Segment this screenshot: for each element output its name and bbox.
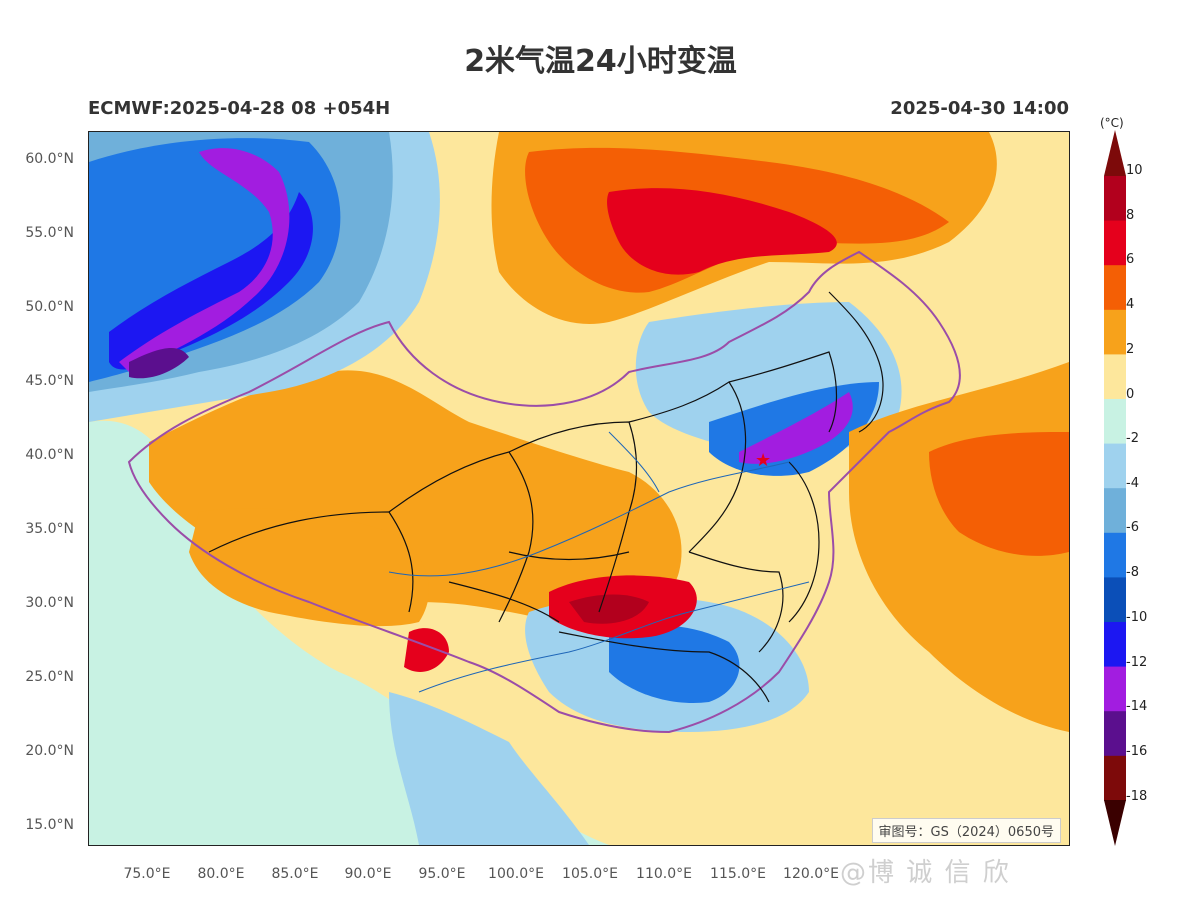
colorbar-label-2: 2 bbox=[1126, 342, 1135, 357]
warm-region-tibet bbox=[189, 508, 429, 627]
cool-region-southwest-blue bbox=[389, 692, 589, 845]
province-borders bbox=[208, 291, 884, 703]
lat-tick-label: 20.0°N bbox=[25, 743, 74, 759]
lat-tick-label: 25.0°N bbox=[25, 669, 74, 685]
cold-core-beijing bbox=[739, 392, 853, 464]
colorbar-label-neg8: -8 bbox=[1126, 565, 1139, 580]
lon-tick-label: 120.0°E bbox=[783, 866, 839, 882]
colorbar-label-neg16: -16 bbox=[1126, 744, 1148, 759]
colorbar-label-neg12: -12 bbox=[1126, 655, 1148, 670]
colorbar-segment bbox=[1104, 443, 1126, 489]
lon-tick-label: 85.0°E bbox=[271, 866, 319, 882]
map-canvas: ★ bbox=[89, 132, 1069, 845]
colorbar-segment bbox=[1104, 354, 1126, 400]
lat-tick-label: 50.0°N bbox=[25, 299, 74, 315]
lon-tick-label: 80.0°E bbox=[197, 866, 245, 882]
lat-tick-label: 60.0°N bbox=[25, 151, 74, 167]
rivers bbox=[388, 431, 810, 693]
colorbar-segment bbox=[1104, 666, 1126, 712]
lat-tick-label: 45.0°N bbox=[25, 373, 74, 389]
colorbar-label-4: 4 bbox=[1126, 297, 1135, 312]
colorbar bbox=[1104, 130, 1126, 846]
colorbar-label-neg6: -6 bbox=[1126, 520, 1139, 535]
lat-tick-label: 30.0°N bbox=[25, 595, 74, 611]
lon-tick-label: 95.0°E bbox=[418, 866, 466, 882]
model-run-label: ECMWF:2025-04-28 08 +054H bbox=[88, 98, 391, 119]
colorbar-segment bbox=[1104, 309, 1126, 355]
colorbar-segment bbox=[1104, 577, 1126, 623]
colorbar-segment bbox=[1104, 220, 1126, 266]
colorbar-unit: (°C) bbox=[1100, 116, 1124, 130]
colorbar-top-arrow bbox=[1104, 130, 1126, 176]
hottest-spot-sichuan bbox=[569, 594, 649, 624]
colorbar-label-neg18: -18 bbox=[1126, 789, 1148, 804]
colorbar-segment bbox=[1104, 399, 1126, 445]
lon-tick-label: 115.0°E bbox=[710, 866, 766, 882]
colorbar-segment bbox=[1104, 265, 1126, 311]
cold-region-south-china bbox=[609, 625, 740, 703]
colorbar-label-neg14: -14 bbox=[1126, 699, 1148, 714]
lon-tick-label: 105.0°E bbox=[562, 866, 618, 882]
map-approval-number: 审图号：GS（2024）0650号 bbox=[871, 818, 1061, 843]
hotter-region-north bbox=[607, 188, 837, 275]
lat-tick-label: 15.0°N bbox=[25, 817, 74, 833]
colorbar-label-10: 10 bbox=[1126, 163, 1143, 178]
colorbar-label-0: 0 bbox=[1126, 387, 1135, 402]
colorbar-segment bbox=[1104, 711, 1126, 757]
lon-tick-label: 75.0°E bbox=[123, 866, 171, 882]
lon-tick-label: 100.0°E bbox=[488, 866, 544, 882]
colorbar-label-neg2: -2 bbox=[1126, 431, 1139, 446]
colorbar-segment bbox=[1104, 622, 1126, 668]
colorbar-label-neg4: -4 bbox=[1126, 476, 1139, 491]
colorbar-segment bbox=[1104, 532, 1126, 578]
colorbar-label-8: 8 bbox=[1126, 208, 1135, 223]
watermark: @博 诚 信 欣 bbox=[840, 858, 1011, 888]
colorbar-label-neg10: -10 bbox=[1126, 610, 1148, 625]
lon-tick-label: 90.0°E bbox=[344, 866, 392, 882]
hot-spot-south-tibet bbox=[404, 628, 449, 672]
extreme-cold-core-northwest bbox=[119, 148, 290, 372]
very-cold-core-northwest bbox=[109, 192, 313, 370]
lat-tick-label: 55.0°N bbox=[25, 225, 74, 241]
colorbar-segment bbox=[1104, 755, 1126, 801]
cool-region-southwest bbox=[89, 420, 609, 845]
colorbar-label-6: 6 bbox=[1126, 252, 1135, 267]
map-title: 2米气温24小时变温 bbox=[464, 44, 737, 79]
colorbar-bottom-arrow bbox=[1104, 800, 1126, 846]
colorbar-segment bbox=[1104, 176, 1126, 222]
beijing-marker-icon: ★ bbox=[755, 450, 771, 471]
lat-tick-label: 40.0°N bbox=[25, 447, 74, 463]
hot-region-east bbox=[929, 432, 1069, 556]
extreme-cold-patch-northwest bbox=[129, 347, 189, 379]
valid-time-label: 2025-04-30 14:00 bbox=[890, 98, 1069, 119]
temperature-change-map[interactable]: ★ 审图号：GS（2024）0650号 bbox=[88, 131, 1070, 846]
china-border bbox=[127, 250, 961, 734]
colorbar-segment bbox=[1104, 488, 1126, 534]
lon-tick-label: 110.0°E bbox=[636, 866, 692, 882]
lat-tick-label: 35.0°N bbox=[25, 521, 74, 537]
